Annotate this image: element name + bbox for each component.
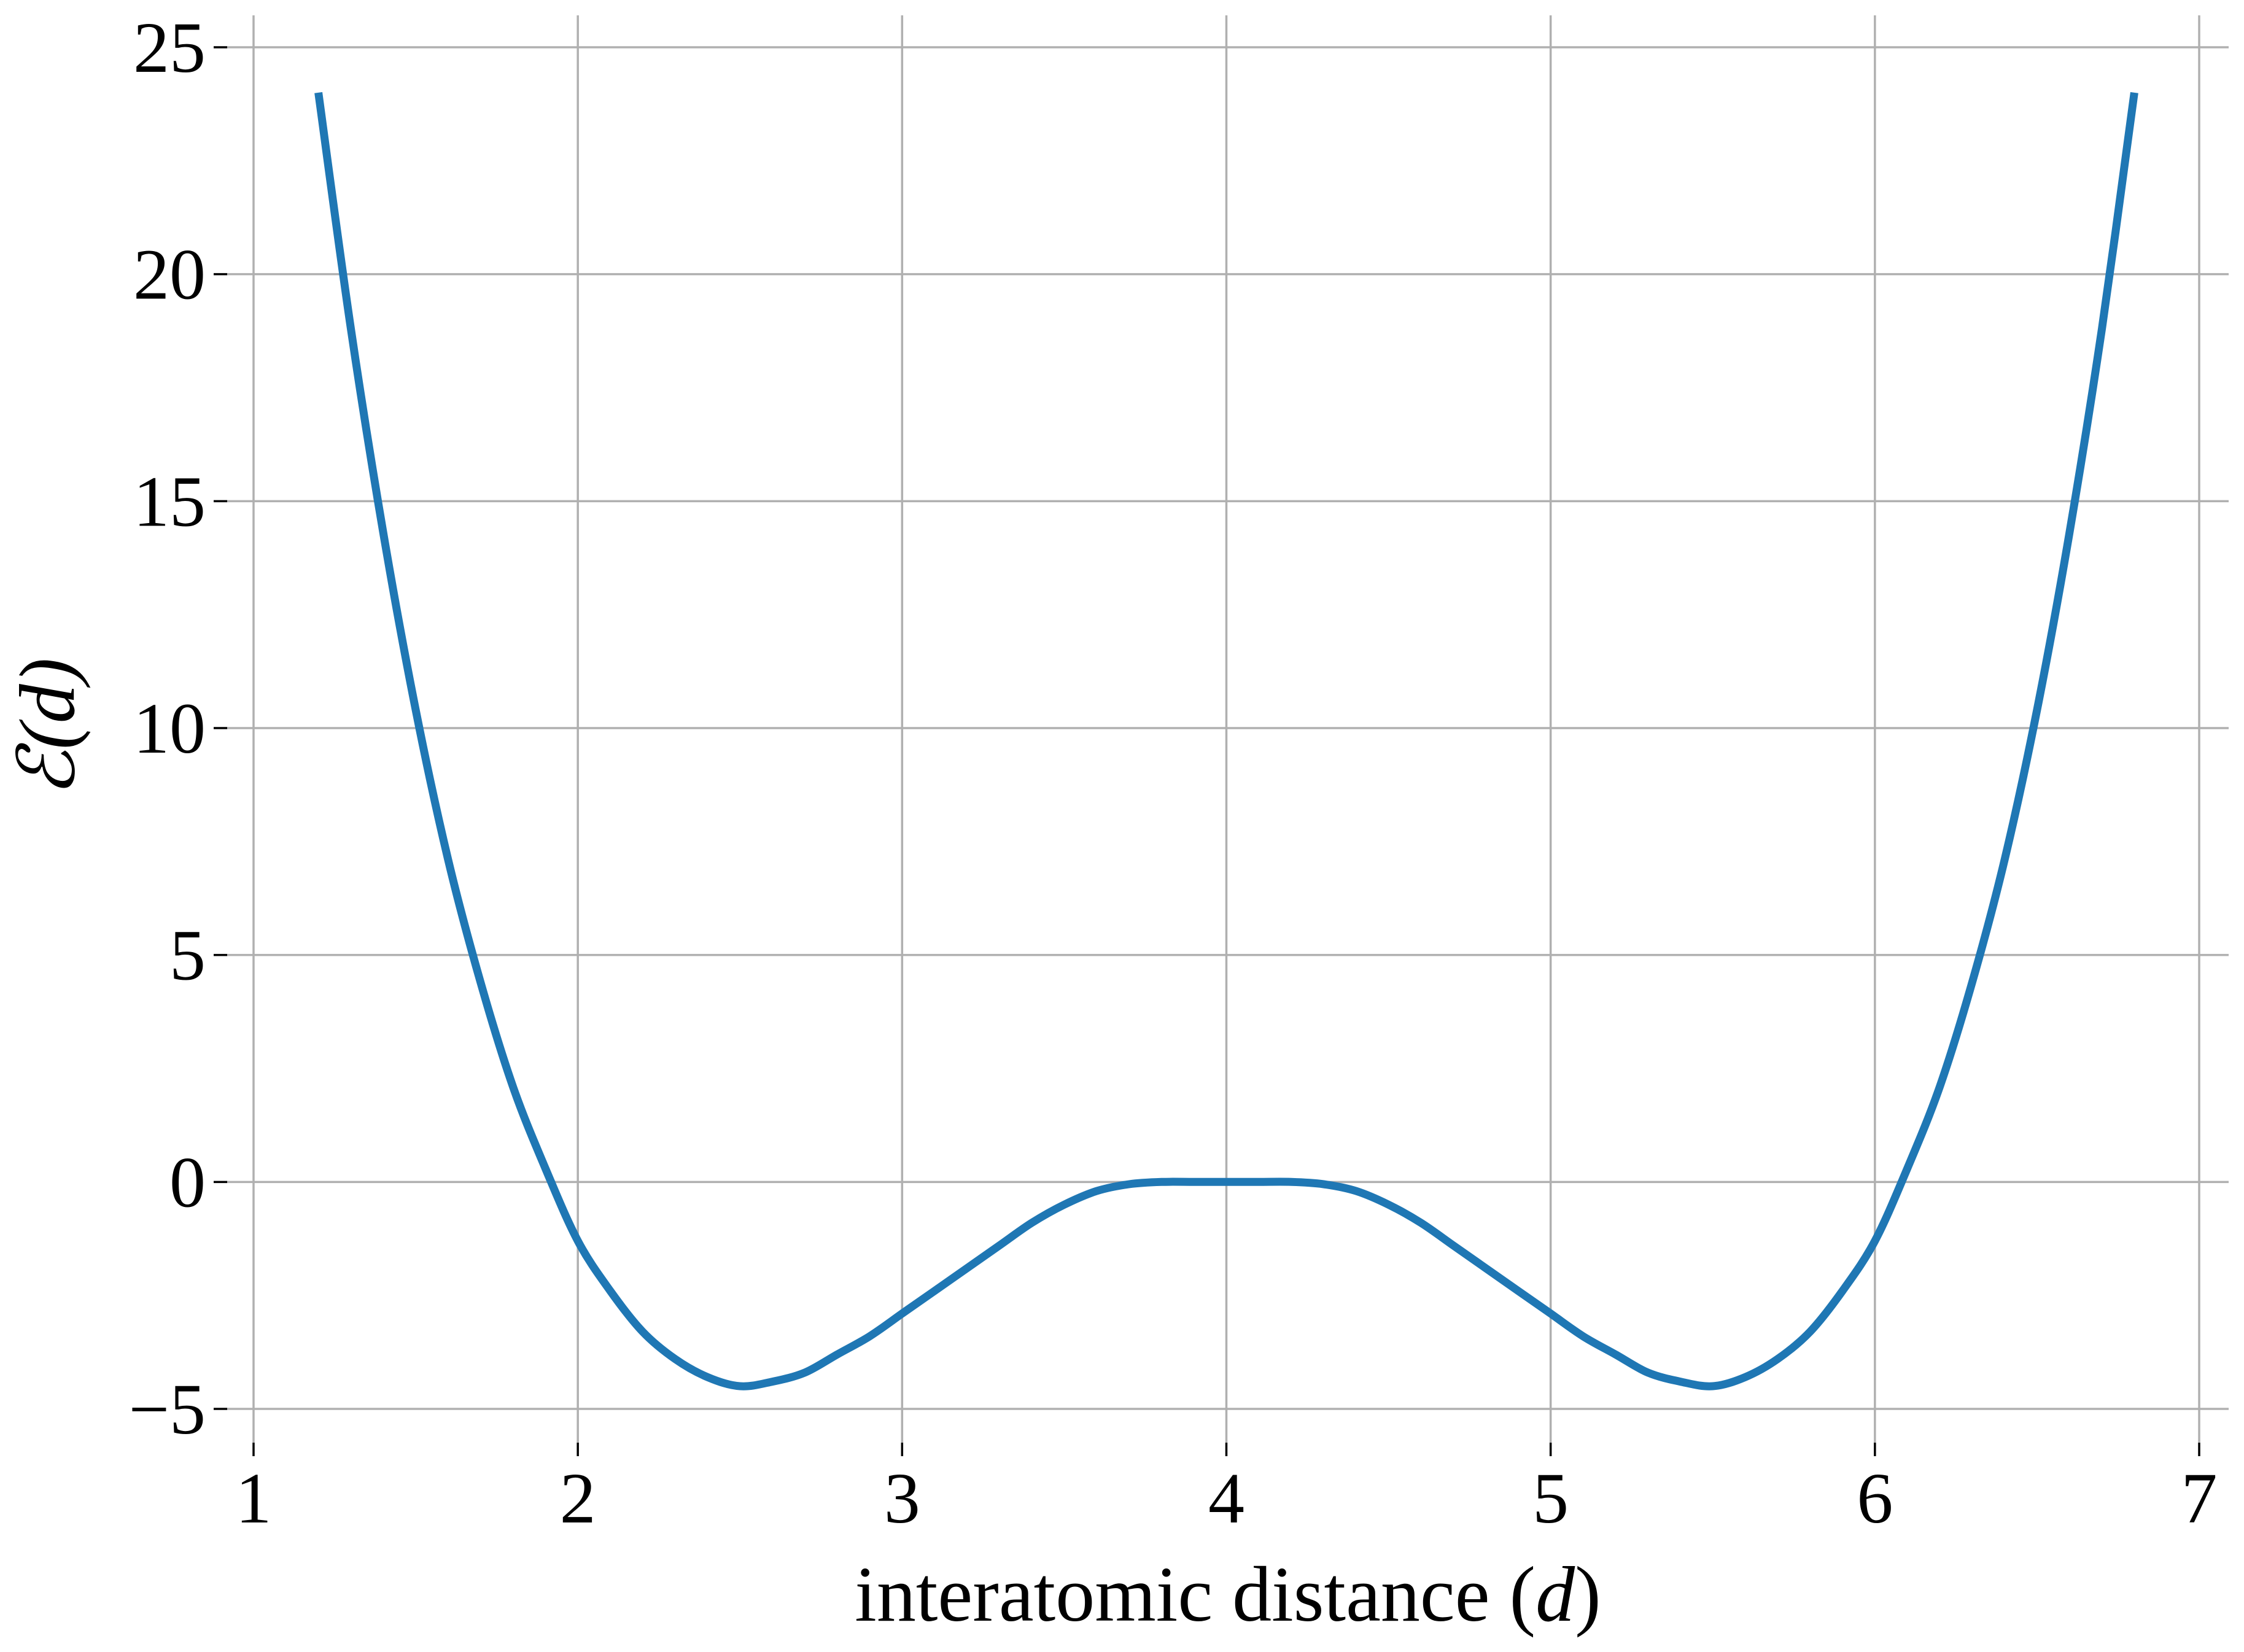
tick-labels: 1 2 3 4 5 6 7 −5 0 5 10 15 20 25 xyxy=(128,7,2217,1538)
axis-ticks xyxy=(214,46,2200,1456)
x-tick-label: 6 xyxy=(1857,1458,1893,1538)
y-tick-label: 10 xyxy=(133,688,206,769)
y-tick-label: 20 xyxy=(133,235,206,315)
x-tick-label: 5 xyxy=(1532,1458,1569,1538)
y-tick-label: 5 xyxy=(169,915,206,996)
x-axis-label-suffix: ) xyxy=(1575,1551,1601,1638)
x-tick-label: 1 xyxy=(236,1458,272,1538)
y-tick-label: −5 xyxy=(128,1369,206,1449)
y-tick-label: 15 xyxy=(133,461,206,541)
series-curves xyxy=(314,92,2138,1390)
x-axis-label-text: interatomic distance ( xyxy=(855,1551,1535,1638)
x-tick-label: 7 xyxy=(2181,1458,2218,1538)
series-line xyxy=(314,92,2138,1390)
y-tick-label: 0 xyxy=(169,1142,206,1222)
y-axis-label: ℰ(d) xyxy=(4,658,91,797)
x-axis-label: interatomic distance (d) xyxy=(855,1551,1601,1638)
grid-lines xyxy=(227,15,2229,1443)
x-tick-label: 4 xyxy=(1208,1458,1244,1538)
x-tick-label: 3 xyxy=(884,1458,920,1538)
x-axis-label-math: d xyxy=(1535,1551,1575,1638)
x-tick-label: 2 xyxy=(560,1458,596,1538)
y-axis-label-math: ℰ(d) xyxy=(4,658,91,797)
y-tick-label: 25 xyxy=(133,7,206,88)
